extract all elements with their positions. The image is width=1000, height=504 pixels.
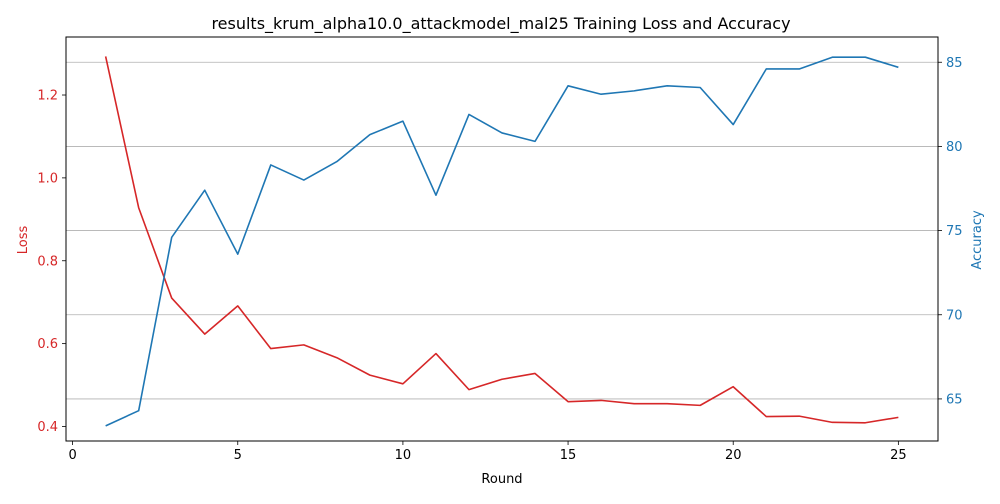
series-line-accuracy (105, 56, 899, 427)
axes: 0 5 10 15 20 25 0.4 0.6 0.8 1.0 1.2 65 70 75 80 85 (37, 56, 962, 463)
grid-lines (66, 61, 938, 400)
chart-title: results_krum_alpha10.0_attackmodel_mal25… (211, 14, 790, 34)
x-tick-label: 25 (890, 448, 907, 463)
y-left-tick-label: 1.2 (37, 89, 58, 104)
plot-frame (65, 36, 939, 442)
x-axis-label: Round (481, 472, 522, 487)
y-right-tick-label: 80 (946, 140, 963, 155)
y-left-tick-label: 0.8 (37, 254, 58, 269)
y-right-axis-label: Accuracy (970, 210, 985, 270)
y-right-tick-label: 85 (946, 56, 963, 71)
y-left-tick-label: 0.6 (37, 337, 58, 352)
x-tick-label: 20 (725, 448, 742, 463)
y-right-tick-label: 70 (946, 308, 963, 323)
series-lines (104, 56, 899, 427)
series-line-loss (104, 56, 899, 424)
y-left-tick-label: 0.4 (37, 420, 58, 435)
x-tick-label: 10 (395, 448, 412, 463)
x-tick-label: 15 (560, 448, 577, 463)
x-tick-label: 5 (234, 448, 242, 463)
y-right-tick-label: 65 (946, 392, 963, 407)
y-left-tick-label: 1.0 (37, 171, 58, 186)
x-tick-label: 0 (68, 448, 76, 463)
y-left-axis-label: Loss (16, 226, 31, 255)
y-right-tick-label: 75 (946, 224, 963, 239)
